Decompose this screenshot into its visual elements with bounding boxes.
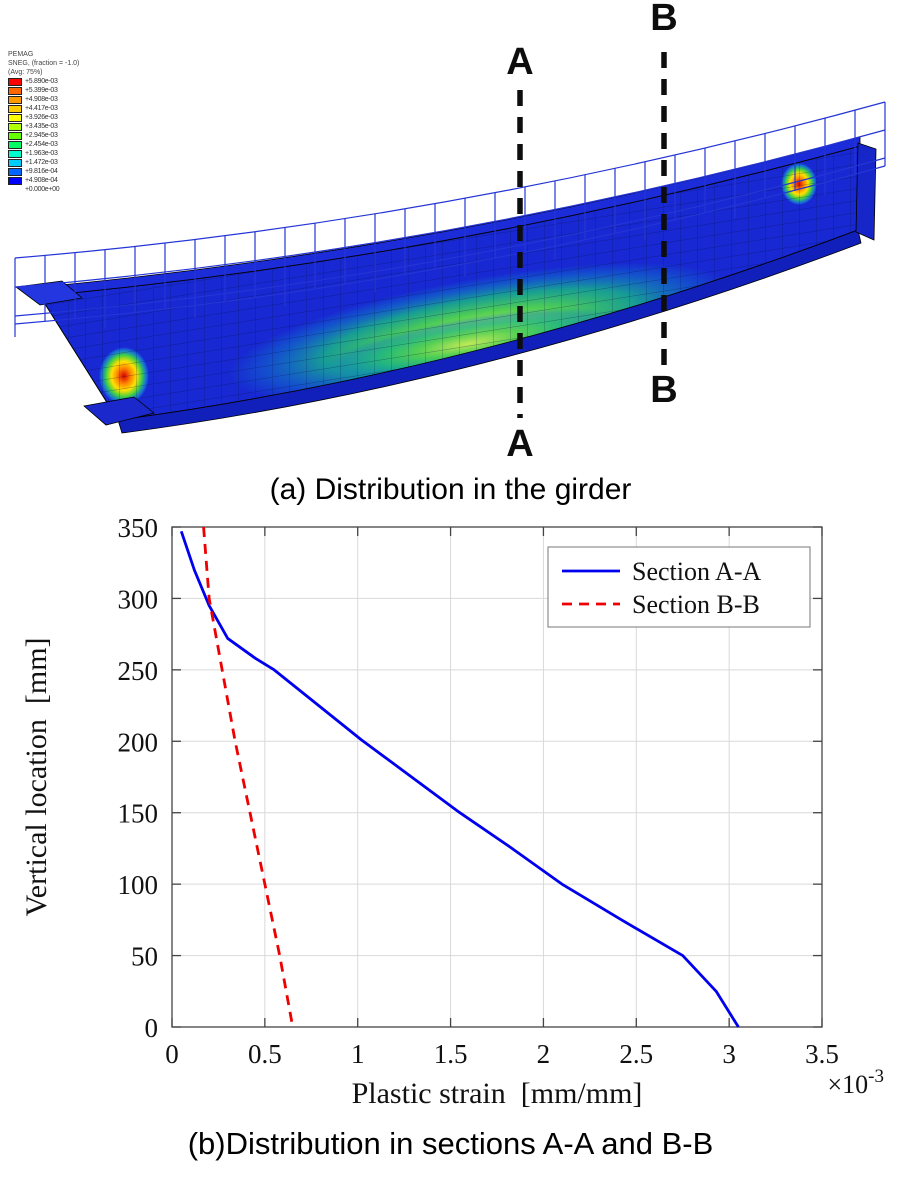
fea-legend-row: +3.926e-03: [8, 113, 79, 122]
y-tick-label: 50: [131, 942, 158, 972]
y-tick-label: 0: [145, 1013, 159, 1043]
x-tick-label: 1: [351, 1039, 365, 1069]
girder-mesh: [40, 146, 860, 420]
x-tick-label: 3.5: [805, 1039, 839, 1069]
section-label-a-top: A: [506, 41, 533, 83]
fea-legend-swatch: [8, 167, 22, 176]
fea-color-legend: PEMAG SNEG, (fraction = -1.0) (Avg: 75%)…: [8, 50, 79, 194]
fea-legend-row: +5.399e-03: [8, 86, 79, 95]
deck-rail: [14, 129, 886, 288]
section-label-b-top: B: [650, 0, 677, 39]
fea-legend-subtitle: SNEG, (fraction = -1.0): [8, 60, 80, 67]
girder: [14, 136, 877, 434]
fea-legend-row: +4.908e-03: [8, 95, 79, 104]
fea-legend-rows: +5.890e-03 +5.399e-03 +4.908e-03 +4.417e-03…: [8, 77, 79, 194]
fea-legend-value: +2.945e-03: [25, 132, 58, 139]
fea-legend-avg: (Avg: 75%): [8, 69, 43, 76]
fea-legend-swatch: [8, 113, 22, 122]
caption-a: (a) Distribution in the girder: [269, 473, 632, 506]
chart-axes: [171, 526, 823, 1028]
fea-legend-value: +5.399e-03: [25, 87, 58, 94]
fea-legend-value: +2.454e-03: [25, 141, 58, 148]
x-axis-multiplier: ×10-3: [828, 1066, 885, 1099]
multiplier-exponent: -3: [868, 1066, 884, 1087]
plot-border: [171, 526, 823, 1028]
y-tick-label: 250: [118, 656, 159, 686]
x-tick-label: 2.5: [619, 1039, 653, 1069]
deck-rail: [14, 101, 886, 259]
deck-wireframe: [14, 101, 886, 337]
fea-legend-swatch: [8, 140, 22, 149]
girder-bottom-flange: [117, 229, 862, 434]
fea-legend-value: +1.472e-03: [25, 159, 58, 166]
fea-legend-row: +2.454e-03: [8, 140, 79, 149]
fea-legend-row: +9.816e-04: [8, 167, 79, 176]
x-tick-label: 0: [165, 1039, 179, 1069]
x-tick-label: 3: [722, 1039, 736, 1069]
fea-legend-swatch: [8, 131, 22, 140]
fea-legend-value: +3.435e-03: [25, 123, 58, 130]
girder-left-end-top-flange: [14, 280, 83, 306]
chart-legend-box: [547, 546, 811, 628]
fea-legend-swatch: [8, 176, 22, 185]
x-axis-label: Plastic strain [mm/mm]: [352, 1077, 643, 1110]
x-tick-label: 1.5: [434, 1039, 468, 1069]
fea-legend-value: +4.908e-04: [25, 177, 58, 184]
caption-b: (b)Distribution in sections A-A and B-B: [187, 1126, 714, 1161]
fea-panel: A A B B PEMAG SNEG, (fraction = -1.0) (A…: [0, 0, 901, 465]
series-line-solid: [179, 530, 740, 1028]
fea-legend-row: +0.000e+00: [8, 185, 79, 194]
y-tick-label: 300: [118, 584, 159, 614]
fea-legend-swatch: [8, 158, 22, 167]
fea-legend-value: +0.000e+00: [25, 186, 60, 193]
fea-legend-swatch: [8, 104, 22, 113]
y-tick-label: 100: [118, 870, 159, 900]
fea-legend-swatch: [8, 95, 22, 104]
fea-legend-value: +4.908e-03: [25, 96, 58, 103]
fea-legend-row: +1.472e-03: [8, 158, 79, 167]
y-tick-label: 150: [118, 799, 159, 829]
fea-legend-value: +4.417e-03: [25, 105, 58, 112]
y-tick-label: 200: [118, 727, 159, 757]
x-tick-label: 0.5: [248, 1039, 282, 1069]
deck-rail: [14, 165, 886, 325]
x-tick-label: 2: [537, 1039, 551, 1069]
section-lines: A A B B: [506, 0, 677, 465]
chart-series: [179, 526, 740, 1028]
section-label-a-bottom: A: [506, 423, 533, 465]
girder-right-end-cap: [855, 142, 877, 241]
fea-visualization: A A B B: [14, 0, 886, 465]
series-line-dashed: [202, 526, 295, 1028]
legend-entry-label: Section B-B: [632, 590, 760, 619]
y-axis-label: Vertical location [mm]: [20, 637, 53, 916]
fea-legend-value: +3.926e-03: [25, 114, 58, 121]
y-tick-label: 350: [118, 513, 159, 543]
fea-legend-row: +5.890e-03: [8, 77, 79, 86]
fea-legend-value: +1.963e-03: [25, 150, 58, 157]
fea-legend-swatch: [8, 77, 22, 86]
fea-legend-row: +4.908e-04: [8, 176, 79, 185]
multiplier-base: ×10: [828, 1070, 869, 1099]
fea-legend-value: +9.816e-04: [25, 168, 58, 175]
fea-legend-swatch: [8, 122, 22, 131]
girder-left-end-bottom-flange: [83, 396, 155, 426]
fea-legend-title: PEMAG: [8, 51, 34, 58]
fea-legend-row: +1.963e-03: [8, 149, 79, 158]
section-label-b-bottom: B: [650, 369, 677, 411]
fea-legend-row: +3.435e-03: [8, 122, 79, 131]
chart-legend: Section A-A Section B-B: [547, 546, 811, 628]
legend-entry-label: Section A-A: [632, 557, 761, 586]
fea-legend-row: +2.945e-03: [8, 131, 79, 140]
fea-legend-swatch: [8, 86, 22, 95]
fea-legend-row: +4.417e-03: [8, 104, 79, 113]
chart-tick-labels: 0 0.5 1 1.5 2 2.5 3 3.5 0 50 100 150 200 250 300 350: [118, 513, 839, 1069]
deck-rail: [14, 157, 886, 317]
fea-legend-value: +5.890e-03: [25, 78, 58, 85]
fea-legend-swatch: [8, 149, 22, 158]
